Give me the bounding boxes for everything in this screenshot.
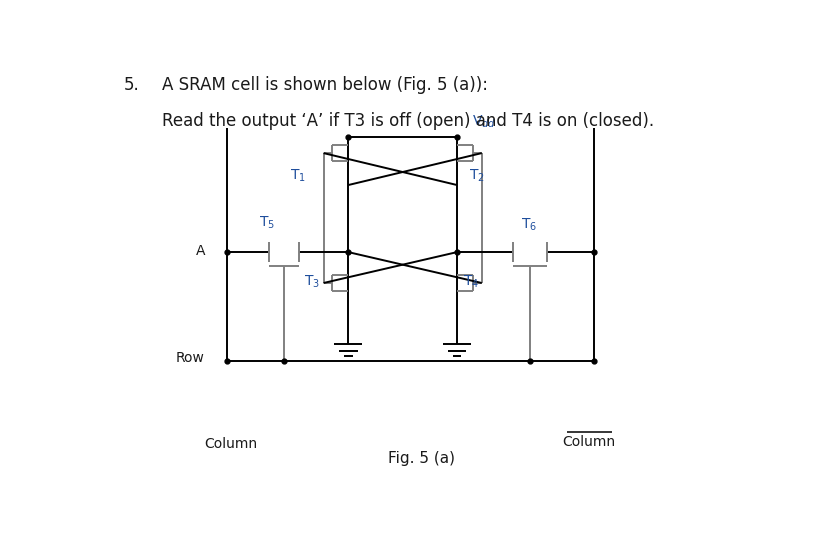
Text: Fig. 5 (a): Fig. 5 (a) xyxy=(388,451,455,466)
Text: A: A xyxy=(195,244,205,258)
Text: T$_2$: T$_2$ xyxy=(469,167,485,184)
Text: T$_1$: T$_1$ xyxy=(290,167,305,184)
Text: 5.: 5. xyxy=(124,76,140,94)
Text: Read the output ‘A’ if T3 is off (open) and T4 is on (closed).: Read the output ‘A’ if T3 is off (open) … xyxy=(161,112,653,130)
Text: Column: Column xyxy=(204,437,257,451)
Text: A SRAM cell is shown below (Fig. 5 (a)):: A SRAM cell is shown below (Fig. 5 (a)): xyxy=(161,76,487,94)
Text: T$_5$: T$_5$ xyxy=(259,215,275,231)
Text: Column: Column xyxy=(562,435,616,449)
Text: V$_{dd}$: V$_{dd}$ xyxy=(472,113,495,130)
Text: Row: Row xyxy=(176,352,205,365)
Text: T$_6$: T$_6$ xyxy=(521,217,537,233)
Text: T$_4$: T$_4$ xyxy=(463,274,480,290)
Text: T$_3$: T$_3$ xyxy=(304,274,319,290)
